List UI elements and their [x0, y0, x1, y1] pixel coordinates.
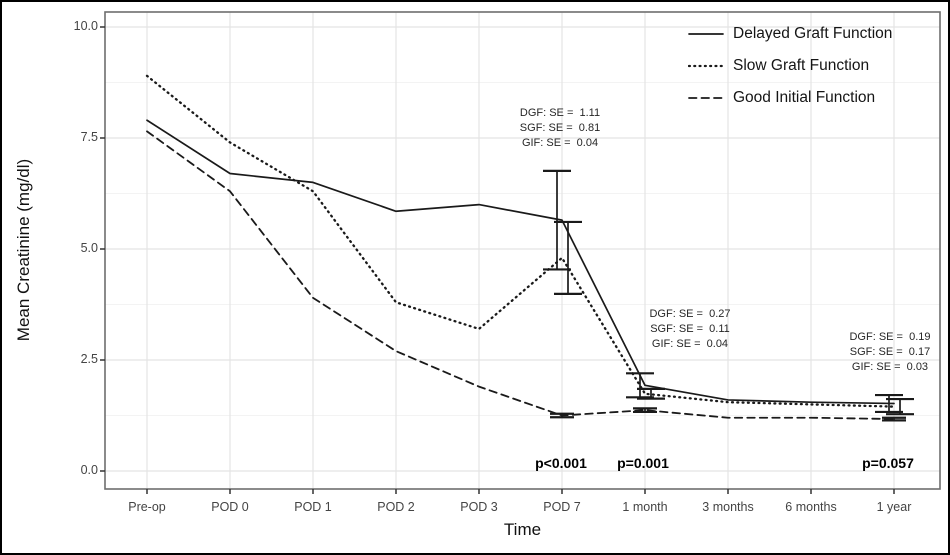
y-tick-label: 5.0: [80, 241, 98, 255]
legend-item-gif: Good Initial Function: [688, 82, 892, 114]
panel-border: [104, 11, 941, 490]
x-tick-label: Pre-op: [128, 500, 166, 514]
error-bar-dgf: [875, 393, 903, 414]
legend-label: Good Initial Function: [733, 89, 876, 106]
legend-label: Slow Graft Function: [733, 57, 870, 74]
x-tick-label: 6 months: [785, 500, 837, 514]
x-tick-label: 1 year: [876, 500, 912, 514]
series-line-dgf: [146, 119, 895, 405]
y-tick-label: 10.0: [73, 19, 98, 33]
annotation-se-1month: DGF: SE = 0.27 SGF: SE = 0.11 GIF: SE = …: [649, 308, 731, 350]
p-value-label: p=0.001: [617, 455, 669, 471]
x-tick-label: POD 7: [543, 500, 581, 514]
series-line-gif: [146, 130, 895, 420]
y-tick-label: 0.0: [80, 463, 98, 477]
x-tick-label: POD 0: [211, 500, 249, 514]
error-bar-sgf: [886, 397, 914, 416]
x-tick-label: POD 2: [377, 500, 415, 514]
y-tick-label: 2.5: [80, 352, 98, 366]
x-tick-label: 1 month: [622, 500, 668, 514]
solid-line-key-icon: [688, 26, 724, 42]
legend-item-sgf: Slow Graft Function: [687, 50, 892, 82]
error-bar-gif: [550, 412, 574, 419]
annotation-se-pod7: DGF: SE = 1.11 SGF: SE = 0.81 GIF: SE = …: [519, 107, 601, 149]
annotation-se-1year: DGF: SE = 0.19 SGF: SE = 0.17 GIF: SE = …: [849, 331, 931, 373]
legend: Delayed Graft Function Slow Graft Functio…: [687, 18, 892, 114]
error-bar-gif: [633, 407, 657, 414]
error-bar-dgf: [543, 169, 571, 271]
dotted-line-key-icon: [687, 58, 725, 74]
x-axis-title: Time: [503, 520, 542, 539]
x-tick-label: POD 1: [294, 500, 332, 514]
error-bar-sgf: [554, 220, 582, 295]
error-bar-dgf: [626, 372, 654, 399]
legend-item-dgf: Delayed Graft Function: [688, 18, 892, 50]
y-axis-title: Mean Creatinine (mg/dl): [14, 158, 33, 342]
x-tick-label: POD 3: [460, 500, 498, 514]
dashed-line-key-icon: [688, 90, 724, 106]
p-value-label: p<0.001: [535, 455, 587, 471]
error-bar-gif: [882, 416, 906, 422]
y-tick-label: 7.5: [80, 130, 98, 144]
x-tick-label: 3 months: [702, 500, 754, 514]
series-line-sgf: [145, 74, 896, 408]
legend-label: Delayed Graft Function: [733, 25, 893, 42]
p-value-label: p=0.057: [862, 455, 914, 471]
error-bar-sgf: [637, 387, 665, 400]
